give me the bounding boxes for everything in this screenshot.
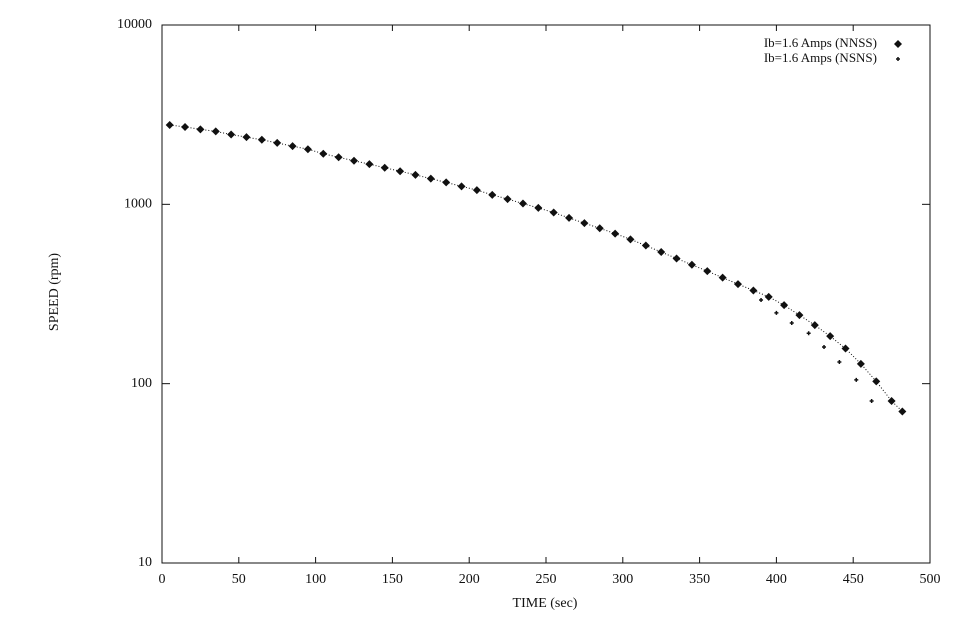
plus-marker [582,221,587,226]
diamond-marker [810,321,819,330]
plus-marker [183,124,188,129]
plus-marker [352,158,356,163]
y-tick-label: 100 [131,376,152,391]
plus-marker [259,137,264,142]
x-tick-label: 50 [232,572,246,587]
plus-marker [806,331,811,336]
plus-marker [213,129,218,134]
x-tick-label: 350 [689,572,710,587]
plus-marker [305,147,310,152]
diamond-marker [749,286,758,295]
plus-marker [520,201,525,206]
diamond-marker [780,301,789,310]
plus-marker [759,297,764,302]
diamond-marker [764,292,773,301]
plus-marker [336,155,341,160]
plus-marker [869,399,874,404]
plus-marker [490,192,495,197]
plus-marker [244,135,249,140]
x-tick-label: 200 [459,572,480,587]
diamond-marker [841,344,850,353]
x-tick-label: 150 [382,572,403,587]
diamond-marker [826,332,835,341]
plus-marker [198,127,203,132]
plus-marker [854,377,859,382]
diamond-marker [872,377,881,386]
y-tick-label: 1000 [124,197,152,212]
y-axis-label: SPEED (rpm) [47,253,62,332]
plus-marker [321,151,326,156]
series-line [169,124,903,412]
plus-marker [551,210,556,215]
x-tick-label: 250 [536,572,557,587]
plus-marker [567,215,572,220]
plus-marker [720,275,725,280]
x-axis-label: TIME (sec) [513,596,578,611]
plus-marker [398,169,403,174]
plot-frame [161,24,931,564]
plus-marker [413,172,418,177]
plus-marker [505,197,510,202]
plus-marker [613,231,618,236]
x-tick-label: 400 [766,572,787,587]
diamond-marker [887,397,896,406]
plus-marker [275,140,280,145]
plus-marker [290,144,295,149]
plus-marker [428,176,433,181]
y-tick-label: 10 [138,555,152,570]
x-tick-label: 0 [159,572,166,587]
plus-marker [789,320,794,325]
plus-marker [367,162,372,167]
plus-marker [382,165,387,170]
y-tick-label: 10000 [117,17,152,32]
plus-marker [597,226,602,231]
plus-marker [628,237,633,242]
legend-label: Ib=1.6 Amps (NNSS) [764,35,877,50]
diamond-marker [856,359,865,368]
diamond-marker [795,311,804,320]
legend-marker [896,57,900,61]
x-tick-label: 500 [920,572,941,587]
plus-marker [674,256,679,261]
plus-marker [643,243,648,248]
plus-marker [705,269,710,274]
x-tick-label: 450 [843,572,864,587]
plus-marker [444,180,449,185]
plus-marker [774,310,779,315]
diamond-marker [898,407,907,416]
plus-marker [736,282,740,287]
x-tick-label: 100 [305,572,326,587]
plus-marker [837,360,842,365]
legend-label: Ib=1.6 Amps (NSNS) [764,50,877,65]
plus-marker [229,132,234,137]
plus-marker [167,122,172,127]
plus-marker [822,345,827,350]
plus-marker [474,188,479,193]
legend-marker [894,40,902,48]
x-tick-label: 300 [612,572,633,587]
plus-marker [689,262,694,267]
plus-marker [459,184,464,189]
plus-marker [536,205,541,210]
plus-marker [659,250,664,255]
